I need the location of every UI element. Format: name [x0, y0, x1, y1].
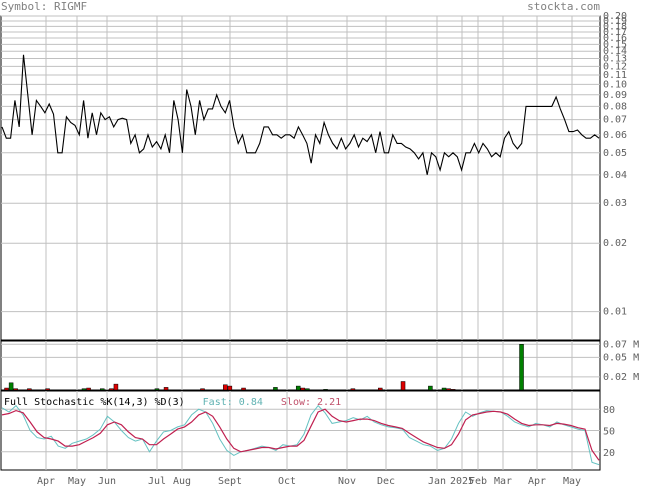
price-tick-label: 0.04	[603, 170, 627, 181]
volume-bar	[350, 388, 356, 391]
price-tick-label: 0.16	[603, 33, 627, 44]
x-tick-label: May	[563, 476, 581, 486]
volume-bar	[378, 387, 383, 391]
x-tick-label: Dec	[377, 476, 395, 486]
price-tick-label: 0.10	[603, 79, 627, 90]
x-tick-label: Sept	[218, 476, 242, 486]
x-tick-label: Oct	[278, 476, 296, 486]
x-tick-label: Jan	[428, 476, 446, 486]
stochastic-slow-label: Slow: 2.21	[280, 397, 342, 408]
volume-bar	[241, 387, 246, 391]
price-tick-label: 0.08	[603, 101, 627, 112]
volume-tick-label: 0.07 M	[603, 339, 639, 350]
x-tick-label: May	[68, 476, 86, 486]
volume-bar	[100, 388, 105, 391]
x-tick-label: Jun	[98, 476, 116, 486]
volume-bar	[519, 344, 524, 391]
price-tick-label: 0.05	[603, 148, 627, 159]
volume-bar	[227, 385, 233, 391]
volume-bar	[109, 388, 114, 391]
volume-bar	[8, 382, 14, 391]
volume-bar	[4, 387, 9, 391]
volume-bar	[295, 385, 301, 391]
price-tick-label: 0.09	[603, 90, 627, 101]
x-tick-label: Apr	[37, 476, 55, 486]
price-tick-label: 0.07	[603, 115, 627, 126]
volume-bar	[441, 387, 447, 391]
volume-bar	[305, 388, 310, 391]
volume-tick-label: 0.05 M	[603, 352, 639, 363]
volume-bar	[223, 384, 228, 391]
volume-bar	[81, 388, 87, 391]
x-tick-label: Mar	[494, 476, 512, 486]
price-tick-label: 0.20	[603, 11, 627, 22]
volume-bar	[300, 387, 306, 391]
price-tick-label: 0.12	[603, 61, 627, 72]
price-tick-label: 0.19	[603, 16, 627, 27]
stochastic-fast-label: Fast: 0.84	[202, 397, 263, 408]
stochastic-tick-label: 20	[603, 448, 615, 459]
price-frame	[0, 15, 601, 341]
price-tick-label: 0.17	[603, 27, 627, 38]
price-tick-label: 0.15	[603, 39, 627, 50]
volume-panel: 0.07 M 0.05 M 0.02 M	[0, 339, 639, 391]
x-tick-label: Jul	[148, 476, 166, 486]
price-tick-label: 0.03	[603, 198, 627, 209]
x-tick-label: Apr	[528, 476, 546, 486]
x-tick-label: Feb	[469, 476, 487, 486]
volume-bar	[450, 389, 456, 391]
price-tick-label: 0.11	[603, 70, 627, 81]
x-tick-label: Aug	[173, 476, 191, 486]
volume-bar	[86, 387, 91, 391]
x-tick-label: 2025	[450, 476, 474, 486]
price-line	[1, 54, 600, 175]
symbol-label: Symbol: RIGMF	[1, 0, 88, 13]
volume-bar	[400, 381, 406, 391]
stochastic-panel: 80 50 20	[0, 390, 615, 471]
volume-bar	[273, 387, 278, 391]
stochastic-title: Full Stochastic %K(14,3) %D(3)	[4, 397, 185, 408]
price-tick-label: 0.06	[603, 130, 627, 141]
x-tick-label: Nov	[338, 476, 356, 486]
volume-bar	[163, 387, 169, 391]
stochastic-tick-label: 50	[603, 427, 615, 438]
volume-bar	[45, 388, 50, 391]
stochastic-legend: Full Stochastic %K(14,3) %D(3) Fast: 0.8…	[4, 396, 353, 410]
stochastic-tick-label: 80	[603, 405, 615, 416]
volume-tick-label: 0.02 M	[603, 372, 639, 383]
price-tick-label: 0.18	[603, 21, 627, 32]
volume-bar	[200, 388, 205, 391]
volume-bar	[446, 388, 451, 391]
stochastic-slow-line	[1, 408, 600, 461]
price-panel: 0.200.190.180.170.160.150.140.130.120.11…	[0, 11, 627, 341]
price-tick-label: 0.13	[603, 54, 627, 65]
volume-bar	[428, 385, 433, 391]
price-tick-label: 0.02	[603, 238, 627, 249]
volume-frame	[0, 340, 601, 391]
volume-bar	[13, 388, 18, 391]
price-tick-label: 0.01	[603, 307, 627, 318]
volume-bar	[27, 388, 32, 391]
volume-bar	[113, 383, 119, 391]
price-tick-label: 0.14	[603, 46, 627, 57]
volume-bar	[154, 388, 160, 391]
volume-bar	[323, 389, 328, 391]
site-label: stockta.com	[527, 0, 600, 13]
